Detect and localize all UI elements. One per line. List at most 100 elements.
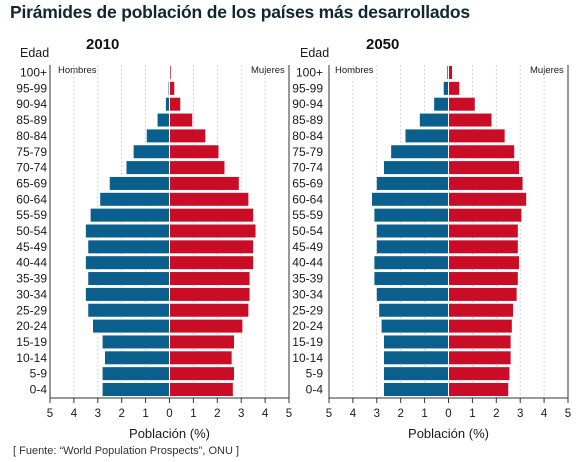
bar-female (448, 272, 518, 286)
bar-male (102, 383, 170, 396)
bar-male (165, 97, 170, 111)
age-group-label: 80-84 (292, 129, 323, 143)
bar-male (391, 145, 449, 159)
female-label: Mujeres (251, 65, 285, 76)
bar-female (448, 303, 514, 317)
age-group-label: 75-79 (16, 145, 47, 159)
age-group-label: 20-24 (292, 319, 323, 333)
bar-female (169, 224, 256, 238)
age-group-label: 10-14 (292, 351, 323, 365)
bar-male (374, 272, 449, 286)
bar-female (448, 287, 517, 301)
age-group-label: 45-49 (292, 240, 323, 254)
age-group-label: 5-9 (306, 367, 324, 381)
bar-female (169, 383, 233, 396)
bar-female (169, 66, 171, 79)
bar-female (448, 351, 511, 365)
x-tick-label: 3 (517, 408, 523, 420)
bar-female (169, 97, 181, 111)
bar-male (405, 129, 449, 143)
age-group-label: 55-59 (292, 208, 323, 222)
bar-male (157, 113, 170, 127)
x-tick-label: 1 (142, 408, 148, 420)
age-group-label: 50-54 (16, 224, 47, 238)
bar-female (448, 129, 505, 143)
bar-male (90, 208, 170, 222)
bar-female (169, 145, 219, 159)
bar-male (374, 208, 449, 222)
bar-male (88, 272, 170, 286)
age-group-label: 25-29 (292, 303, 323, 317)
bar-female (448, 319, 512, 333)
bar-male (126, 161, 170, 175)
age-group-label: 70-74 (292, 161, 323, 175)
x-tick-label: 2 (493, 408, 499, 420)
age-group-label: 70-74 (16, 161, 47, 175)
x-tick-label: 4 (71, 408, 78, 420)
age-group-label: 0-4 (306, 383, 324, 397)
x-tick-label: 1 (469, 408, 475, 420)
age-group-label: 100+ (296, 66, 323, 80)
age-group-label: 90-94 (16, 97, 47, 111)
bar-female (448, 383, 509, 396)
age-group-label: 80-84 (16, 129, 47, 143)
male-label: Hombres (335, 65, 374, 76)
pyramid-year-title: 2050 (366, 36, 399, 53)
bar-female (448, 81, 460, 95)
age-group-label: 65-69 (16, 176, 47, 190)
age-group-label: 0-4 (30, 383, 48, 397)
bar-male (85, 224, 170, 238)
bar-female (169, 176, 239, 190)
pyramid-2010: 2010 Edad Hombres Mujeres 5 4 3 2 1 0 1 2 3 4 5 0-4 5-9 1… (16, 36, 292, 441)
bar-female (169, 192, 249, 206)
pyramid-year-title: 2010 (86, 36, 119, 53)
x-tick-label: 4 (262, 408, 269, 420)
age-group-label: 35-39 (292, 272, 323, 286)
bar-female (169, 129, 206, 143)
age-group-label: 20-24 (16, 319, 47, 333)
bar-male (383, 351, 449, 365)
age-group-label: 25-29 (16, 303, 47, 317)
age-group-label: 50-54 (292, 224, 323, 238)
bar-male (85, 287, 170, 301)
bar-female (169, 272, 250, 286)
age-group-label: 95-99 (292, 81, 323, 95)
bar-female (169, 303, 249, 317)
bar-male (383, 161, 449, 175)
bar-male (100, 192, 170, 206)
bar-male (88, 240, 170, 254)
x-tick-label: 4 (541, 408, 548, 420)
bar-male (104, 351, 170, 365)
bar-female (448, 66, 453, 79)
bar-female (169, 287, 250, 301)
bar-female (169, 367, 235, 381)
x-tick-label: 5 (326, 408, 332, 420)
bar-male (383, 383, 449, 396)
age-group-label: 85-89 (292, 113, 323, 127)
bar-male (372, 192, 449, 206)
x-tick-label: 5 (286, 408, 292, 420)
bar-male (379, 303, 449, 317)
x-axis-title: Población (%) (408, 426, 489, 441)
x-tick-label: 2 (397, 408, 403, 420)
bar-male (434, 97, 449, 111)
age-group-label: 75-79 (292, 145, 323, 159)
age-group-label: 15-19 (16, 335, 47, 349)
bar-male (376, 176, 449, 190)
bar-female (169, 161, 225, 175)
male-label: Hombres (58, 65, 97, 76)
bar-female (448, 256, 520, 270)
bar-male (102, 367, 170, 381)
age-group-label: 100+ (20, 66, 47, 80)
x-tick-label: 4 (350, 408, 357, 420)
bar-female (448, 240, 518, 254)
bar-female (448, 161, 520, 175)
bar-female (448, 97, 475, 111)
bar-male (376, 240, 449, 254)
page-title: Pirámides de población de los países más… (10, 2, 470, 22)
bar-male (109, 176, 170, 190)
bar-male (447, 66, 449, 79)
bar-male (102, 335, 170, 349)
